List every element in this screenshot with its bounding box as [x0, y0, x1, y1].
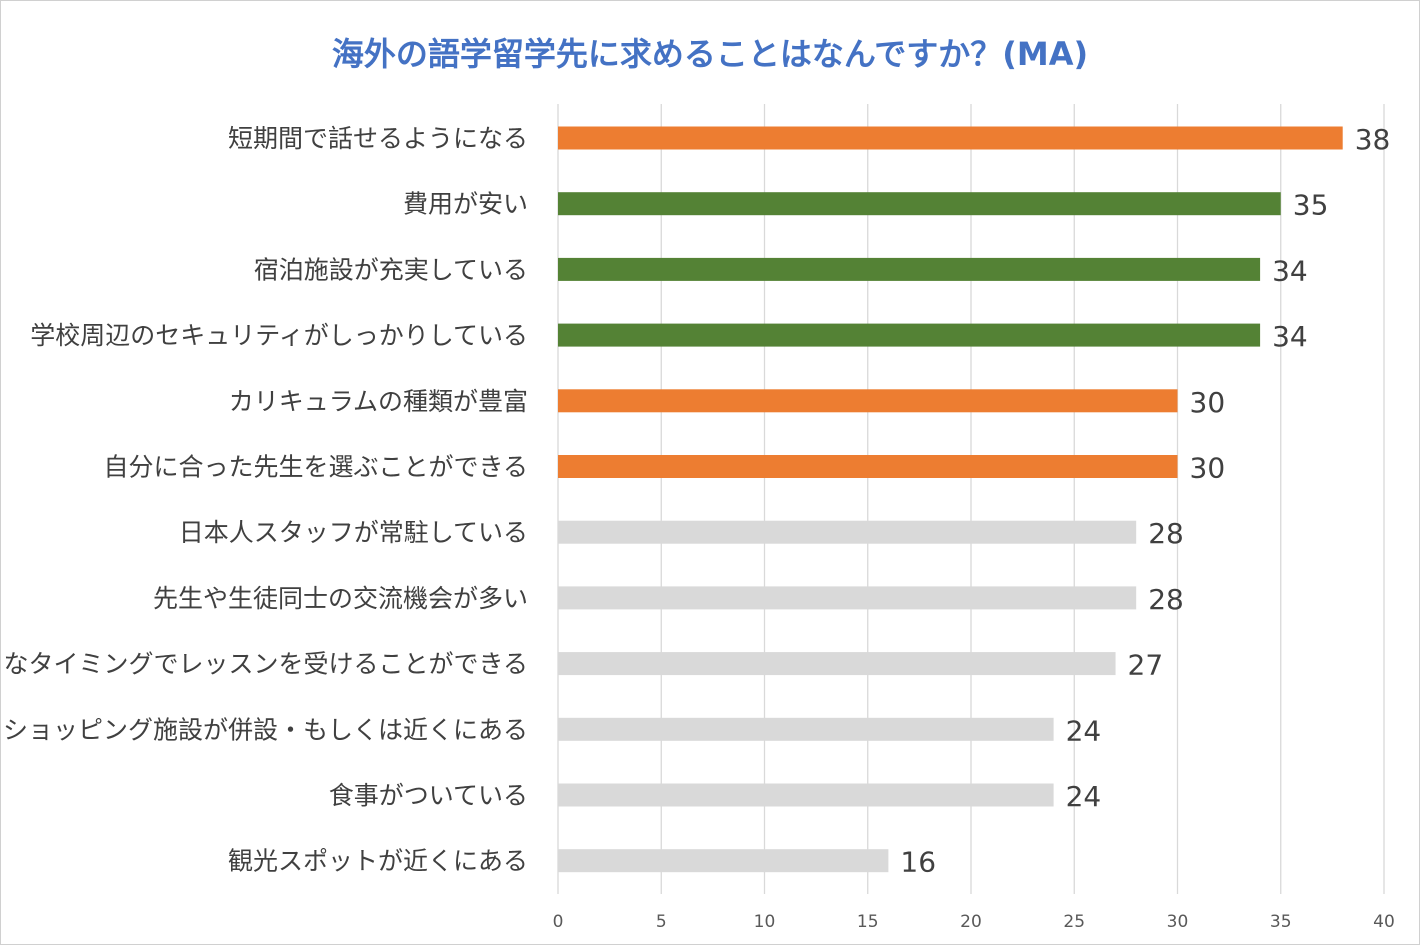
- category-label: 観光スポットが近くにある: [228, 847, 528, 876]
- chart-title: 海外の語学留学先に求めることはなんですか？(MA): [331, 35, 1089, 73]
- category-label: ショッピング施設が併設・もしくは近くにある: [3, 715, 528, 744]
- data-label: 35: [1293, 189, 1329, 222]
- x-tick-label: 30: [1167, 912, 1189, 932]
- x-tick-label: 40: [1373, 912, 1395, 932]
- category-label: 短期間で話せるようになる: [228, 124, 528, 153]
- bar: [558, 783, 1054, 807]
- data-label: 30: [1190, 386, 1226, 419]
- bar: [558, 257, 1261, 281]
- x-tick-label: 0: [553, 912, 564, 932]
- category-label: カリキュラムの種類が豊富: [229, 387, 528, 416]
- data-label: 16: [900, 846, 936, 879]
- data-label: 34: [1272, 320, 1308, 353]
- bar: [558, 717, 1054, 741]
- data-label: 28: [1148, 583, 1184, 616]
- x-tick-label: 35: [1270, 912, 1292, 932]
- category-label: 学校周辺のセキュリティがしっかりしている: [30, 321, 528, 350]
- data-label: 38: [1355, 123, 1391, 156]
- bar: [558, 455, 1178, 478]
- category-label: 自分に合った先生を選ぶことができる: [103, 453, 528, 482]
- bar: [558, 849, 889, 873]
- bar: [558, 586, 1137, 610]
- category-label: 費用が安い: [403, 190, 528, 219]
- bar: [558, 192, 1281, 216]
- data-label: 24: [1066, 714, 1102, 747]
- bar: [558, 389, 1178, 413]
- data-label: 30: [1190, 452, 1226, 485]
- x-tick-label: 10: [754, 912, 776, 932]
- category-label: 食事がついている: [329, 781, 528, 810]
- category-label: 先生や生徒同士の交流機会が多い: [153, 584, 528, 613]
- x-tick-label: 25: [1063, 912, 1085, 932]
- data-label: 27: [1128, 649, 1164, 682]
- data-label: 24: [1066, 780, 1102, 813]
- category-label: 日本人スタッフが常駐している: [179, 518, 528, 547]
- data-label: 34: [1272, 254, 1308, 287]
- bar: [558, 520, 1137, 544]
- x-tick-label: 20: [960, 912, 982, 932]
- bar: [558, 126, 1343, 150]
- x-tick-label: 15: [857, 912, 879, 932]
- category-label: 好きなタイミングでレッスンを受けることができる: [1, 650, 528, 679]
- x-tick-label: 5: [656, 912, 667, 932]
- data-label: 28: [1148, 517, 1184, 550]
- bar: [558, 652, 1116, 676]
- category-label: 宿泊施設が充実している: [254, 255, 528, 284]
- bar: [558, 323, 1261, 347]
